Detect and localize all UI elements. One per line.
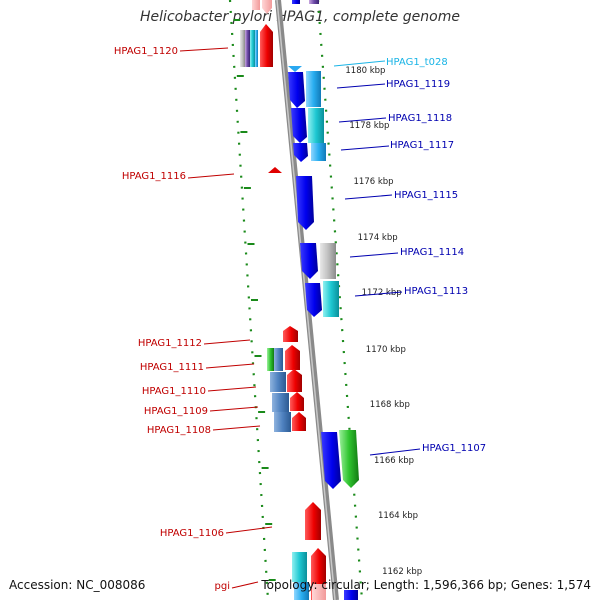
- gene-label[interactable]: HPAG1_1110: [142, 386, 206, 397]
- kbp-label: 1162 kbp: [382, 567, 422, 577]
- gene-label[interactable]: HPAG1_1118: [388, 113, 452, 124]
- kbp-label: 1176 kbp: [354, 177, 394, 187]
- genome-summary-text: Topology: circular; Length: 1,596,366 bp…: [261, 578, 591, 592]
- gene-pgi[interactable]: [292, 548, 358, 600]
- gene-hpag1-t028[interactable]: [288, 66, 302, 72]
- gene-label[interactable]: HPAG1_1114: [400, 247, 464, 258]
- gene-hpag1-1119[interactable]: [288, 71, 321, 108]
- gene-hpag1-1118[interactable]: [291, 108, 324, 143]
- accession-text: Accession: NC_008086: [9, 578, 146, 592]
- gene-label[interactable]: HPAG1_1106: [160, 528, 224, 539]
- gene-hpag1-1120[interactable]: [240, 24, 273, 67]
- kbp-label: 1178 kbp: [349, 121, 389, 131]
- kbp-scale: 1180 kbp 1178 kbp 1176 kbp 1174 kbp 1172 kbp…: [345, 66, 422, 577]
- gene-label[interactable]: HPAG1_1113: [404, 286, 468, 297]
- gene-hpag1-1113[interactable]: [305, 281, 339, 317]
- gene-label[interactable]: HPAG1_1108: [147, 425, 211, 436]
- gene-hpag1-1109[interactable]: [272, 392, 304, 412]
- kbp-label: 1174 kbp: [358, 233, 398, 243]
- gene-label[interactable]: HPAG1_1107: [422, 443, 486, 454]
- gene-hpag1-1107[interactable]: [321, 430, 359, 489]
- gene-hpag1-1114[interactable]: [300, 243, 336, 279]
- gene-label[interactable]: HPAG1_1119: [386, 79, 450, 90]
- gene-label[interactable]: HPAG1_t028: [386, 57, 448, 68]
- gene-label[interactable]: HPAG1_1111: [140, 362, 204, 373]
- gene-label[interactable]: HPAG1_1117: [390, 140, 454, 151]
- gene-hpag1-1116[interactable]: [268, 167, 282, 173]
- kbp-ticks: [233, 19, 276, 581]
- gene-labels: HPAG1_1120 HPAG1_t028 HPAG1_1119 HPAG1_1…: [114, 46, 486, 592]
- gene-hpag1-1110[interactable]: [270, 369, 302, 392]
- genes-top[interactable]: [252, 0, 319, 14]
- leader-lines: [179, 47, 421, 589]
- gene-label[interactable]: HPAG1_1112: [138, 338, 202, 349]
- kbp-label: 1168 kbp: [370, 400, 410, 410]
- gene-hpag1-1106[interactable]: [305, 502, 321, 540]
- kbp-label: 1164 kbp: [378, 511, 418, 521]
- map-title: Helicobacter pylori HPAG1, complete geno…: [140, 9, 460, 25]
- gene-hpag1-1108[interactable]: [274, 412, 306, 432]
- gene-hpag1-1112[interactable]: [283, 326, 298, 342]
- kbp-label: 1180 kbp: [345, 66, 385, 76]
- gene-hpag1-1115[interactable]: [296, 176, 314, 230]
- gene-hpag1-1111[interactable]: [267, 345, 300, 371]
- kbp-label: 1172 kbp: [362, 288, 402, 298]
- gene-label[interactable]: HPAG1_1120: [114, 46, 178, 57]
- kbp-label: 1166 kbp: [374, 456, 414, 466]
- gene-label[interactable]: HPAG1_1115: [394, 190, 458, 201]
- gene-label[interactable]: HPAG1_1109: [144, 406, 208, 417]
- gene-label[interactable]: pgi: [215, 581, 230, 592]
- kbp-label: 1170 kbp: [366, 345, 406, 355]
- map-band: [228, 0, 364, 600]
- gene-label[interactable]: HPAG1_1116: [122, 171, 186, 182]
- gene-hpag1-1117[interactable]: [293, 143, 326, 162]
